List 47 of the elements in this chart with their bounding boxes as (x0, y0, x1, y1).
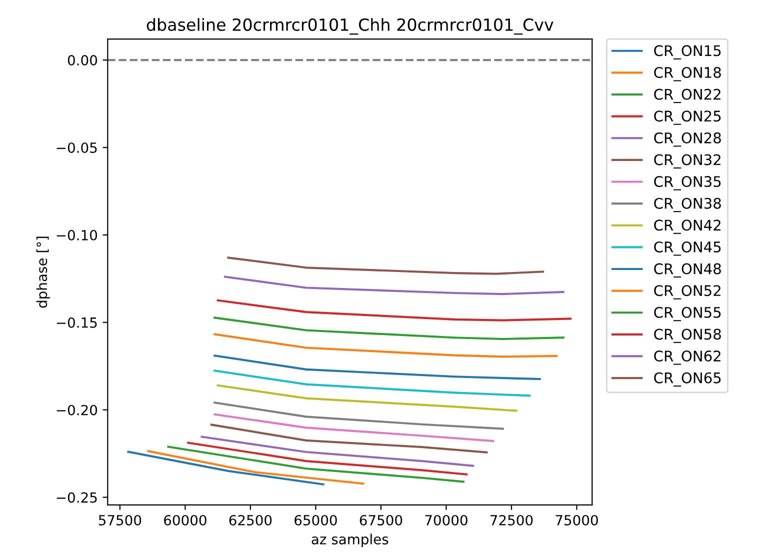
legend-label: CR_ON48 (654, 263, 721, 278)
legend-label: CR_ON58 (654, 328, 721, 343)
legend-label: CR_ON28 (654, 132, 721, 147)
y-tick-label: −0.25 (56, 492, 97, 503)
line-series (214, 413, 494, 442)
y-tick-label: 0.00 (68, 55, 98, 66)
line-series (210, 424, 488, 454)
line-series (227, 256, 544, 275)
line-series (214, 333, 558, 358)
legend-label: CR_ON55 (654, 306, 721, 322)
x-tick-label: 65000 (294, 514, 337, 526)
legend-label: CR_ON65 (654, 372, 721, 387)
x-tick-label: 60000 (164, 514, 206, 526)
line-series (214, 316, 564, 340)
legend-label: CR_ON38 (654, 198, 721, 212)
x-tick-label: 70000 (425, 514, 468, 526)
legend-label: CR_ON62 (654, 350, 720, 365)
legend-label: CR_ON18 (654, 66, 721, 82)
line-series (224, 276, 564, 296)
legend-label: CR_ON35 (654, 176, 721, 190)
line-series (167, 446, 464, 483)
legend-label: CR_ON22 (654, 88, 720, 104)
legend-label: CR_ON52 (654, 285, 720, 300)
y-tick-label: −0.15 (56, 317, 97, 328)
x-tick-label: 75000 (556, 514, 598, 526)
chart-title: dbaseline 20crmrcr0101_Chh 20crmrcr0101_Cvv (146, 18, 554, 35)
line-series (216, 299, 572, 322)
legend-label: CR_ON25 (654, 110, 721, 125)
x-tick-label: 72500 (490, 514, 533, 526)
y-axis-title: dphase [°] (36, 236, 50, 308)
x-tick-label: 62500 (229, 514, 272, 526)
legend-label: CR_ON45 (654, 241, 721, 256)
line-series (214, 370, 531, 397)
line-series (214, 354, 541, 380)
x-tick-label: 57500 (98, 514, 142, 526)
legend-label: CR_ON15 (654, 45, 721, 60)
line-series (214, 402, 504, 430)
x-axis-title: az samples (312, 534, 388, 548)
line-series (200, 436, 474, 467)
line-series (216, 384, 518, 412)
legend-label: CR_ON42 (654, 220, 720, 234)
x-tick-label: 67500 (360, 514, 402, 526)
y-tick-label: −0.05 (56, 142, 97, 153)
legend-label: CR_ON32 (654, 154, 720, 168)
line-series (187, 442, 468, 476)
y-tick-label: −0.20 (56, 404, 98, 416)
y-tick-label: −0.10 (56, 230, 98, 240)
